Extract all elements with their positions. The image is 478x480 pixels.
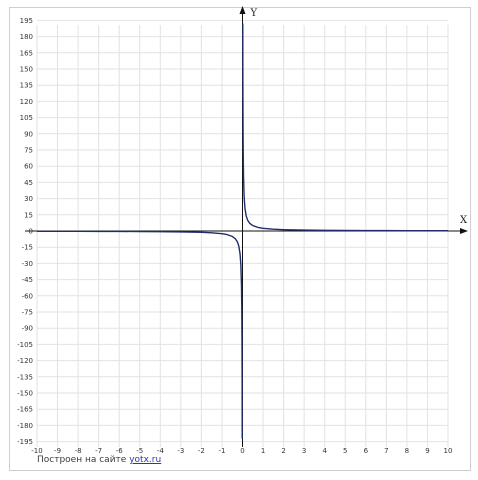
y-axis-label: Y	[250, 8, 258, 19]
y-tick-label: -75	[22, 309, 33, 317]
x-tick-label: 8	[405, 447, 409, 455]
y-tick-label: 105	[20, 114, 33, 122]
y-tick-label: 75	[24, 147, 33, 155]
y-tick-label: 195	[20, 17, 33, 25]
site-credit: Построен на сайте yotx.ru	[37, 455, 161, 465]
x-tick-label: 6	[364, 447, 369, 455]
x-tick-label: -3	[177, 447, 184, 455]
y-tick-label: -90	[22, 325, 33, 333]
y-axis-arrow	[239, 6, 246, 14]
y-tick-label: 30	[24, 195, 33, 203]
x-tick-label: 2	[281, 447, 285, 455]
series-line-2	[242, 23, 449, 232]
credit-link[interactable]: yotx.ru	[129, 455, 162, 465]
y-tick-label: 165	[20, 49, 33, 57]
x-tick-label: -7	[95, 447, 102, 455]
x-tick-label: 1	[261, 447, 265, 455]
x-tick-label: 10	[444, 447, 453, 455]
x-tick-label: -2	[198, 447, 205, 455]
x-tick-label: -9	[54, 447, 61, 455]
x-tick-label: 7	[384, 447, 388, 455]
x-tick-label: 5	[343, 447, 347, 455]
y-tick-label: -195	[17, 438, 33, 446]
x-tick-label: 9	[425, 447, 429, 455]
x-axis-label: X	[460, 215, 468, 226]
y-tick-label: -45	[22, 276, 33, 284]
x-tick-label: -8	[75, 447, 82, 455]
x-tick-label: -5	[136, 447, 143, 455]
y-tick-label: -180	[17, 422, 33, 430]
x-tick-label: -1	[218, 447, 225, 455]
y-tick-label: 90	[24, 130, 33, 138]
x-tick-label: 0	[240, 447, 244, 455]
x-tick-label: 3	[302, 447, 306, 455]
y-tick-label: -150	[17, 390, 33, 398]
y-tick-label: -15	[22, 244, 33, 252]
y-tick-label: -165	[17, 406, 33, 414]
y-tick-label: 15	[24, 211, 33, 219]
x-tick-label: -4	[157, 447, 165, 455]
y-tick-label: -105	[17, 341, 33, 349]
y-tick-label: 45	[24, 179, 33, 187]
x-tick-label: -10	[31, 447, 42, 455]
x-axis-arrow	[460, 228, 468, 234]
x-tick-label: -6	[116, 447, 124, 455]
y-tick-label: 60	[24, 163, 33, 171]
y-tick-label: -120	[17, 357, 33, 365]
x-tick-label: 4	[322, 447, 327, 455]
chart-frame	[9, 7, 471, 471]
y-tick-label: -60	[22, 292, 33, 300]
y-tick-label: 150	[20, 66, 33, 74]
series-line-1	[36, 230, 243, 439]
y-tick-label: 120	[20, 98, 33, 106]
y-tick-label: -135	[17, 373, 33, 381]
y-tick-label: 135	[20, 82, 33, 90]
y-tick-label: -30	[22, 260, 33, 268]
y-tick-label: 180	[20, 33, 33, 41]
credit-prefix: Построен на сайте	[37, 455, 127, 465]
y-tick-label: 0	[29, 228, 33, 236]
